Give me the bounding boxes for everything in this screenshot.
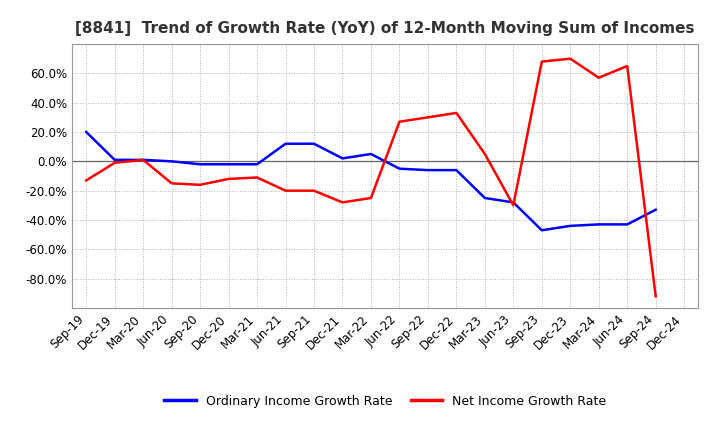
Net Income Growth Rate: [537, 59, 546, 64]
Ordinary Income Growth Rate: [509, 200, 518, 205]
Net Income Growth Rate: [139, 157, 148, 162]
Ordinary Income Growth Rate: [253, 161, 261, 167]
Ordinary Income Growth Rate: [395, 166, 404, 171]
Ordinary Income Growth Rate: [82, 129, 91, 135]
Ordinary Income Growth Rate: [196, 161, 204, 167]
Ordinary Income Growth Rate: [139, 157, 148, 162]
Net Income Growth Rate: [595, 75, 603, 81]
Net Income Growth Rate: [110, 160, 119, 165]
Net Income Growth Rate: [652, 293, 660, 299]
Net Income Growth Rate: [82, 178, 91, 183]
Net Income Growth Rate: [623, 63, 631, 69]
Net Income Growth Rate: [225, 176, 233, 182]
Net Income Growth Rate: [282, 188, 290, 193]
Ordinary Income Growth Rate: [623, 222, 631, 227]
Net Income Growth Rate: [338, 200, 347, 205]
Line: Ordinary Income Growth Rate: Ordinary Income Growth Rate: [86, 132, 656, 230]
Ordinary Income Growth Rate: [225, 161, 233, 167]
Ordinary Income Growth Rate: [110, 157, 119, 162]
Net Income Growth Rate: [452, 110, 461, 116]
Ordinary Income Growth Rate: [652, 207, 660, 213]
Ordinary Income Growth Rate: [310, 141, 318, 147]
Ordinary Income Growth Rate: [338, 156, 347, 161]
Net Income Growth Rate: [366, 195, 375, 201]
Ordinary Income Growth Rate: [595, 222, 603, 227]
Net Income Growth Rate: [480, 151, 489, 157]
Net Income Growth Rate: [253, 175, 261, 180]
Ordinary Income Growth Rate: [167, 159, 176, 164]
Title: [8841]  Trend of Growth Rate (YoY) of 12-Month Moving Sum of Incomes: [8841] Trend of Growth Rate (YoY) of 12-…: [76, 21, 695, 36]
Net Income Growth Rate: [509, 203, 518, 208]
Net Income Growth Rate: [395, 119, 404, 125]
Line: Net Income Growth Rate: Net Income Growth Rate: [86, 59, 656, 296]
Ordinary Income Growth Rate: [480, 195, 489, 201]
Ordinary Income Growth Rate: [452, 168, 461, 173]
Ordinary Income Growth Rate: [366, 151, 375, 157]
Net Income Growth Rate: [310, 188, 318, 193]
Net Income Growth Rate: [423, 115, 432, 120]
Ordinary Income Growth Rate: [282, 141, 290, 147]
Net Income Growth Rate: [566, 56, 575, 61]
Ordinary Income Growth Rate: [566, 223, 575, 228]
Net Income Growth Rate: [196, 182, 204, 187]
Ordinary Income Growth Rate: [423, 168, 432, 173]
Net Income Growth Rate: [167, 181, 176, 186]
Legend: Ordinary Income Growth Rate, Net Income Growth Rate: Ordinary Income Growth Rate, Net Income …: [159, 390, 611, 413]
Ordinary Income Growth Rate: [537, 227, 546, 233]
